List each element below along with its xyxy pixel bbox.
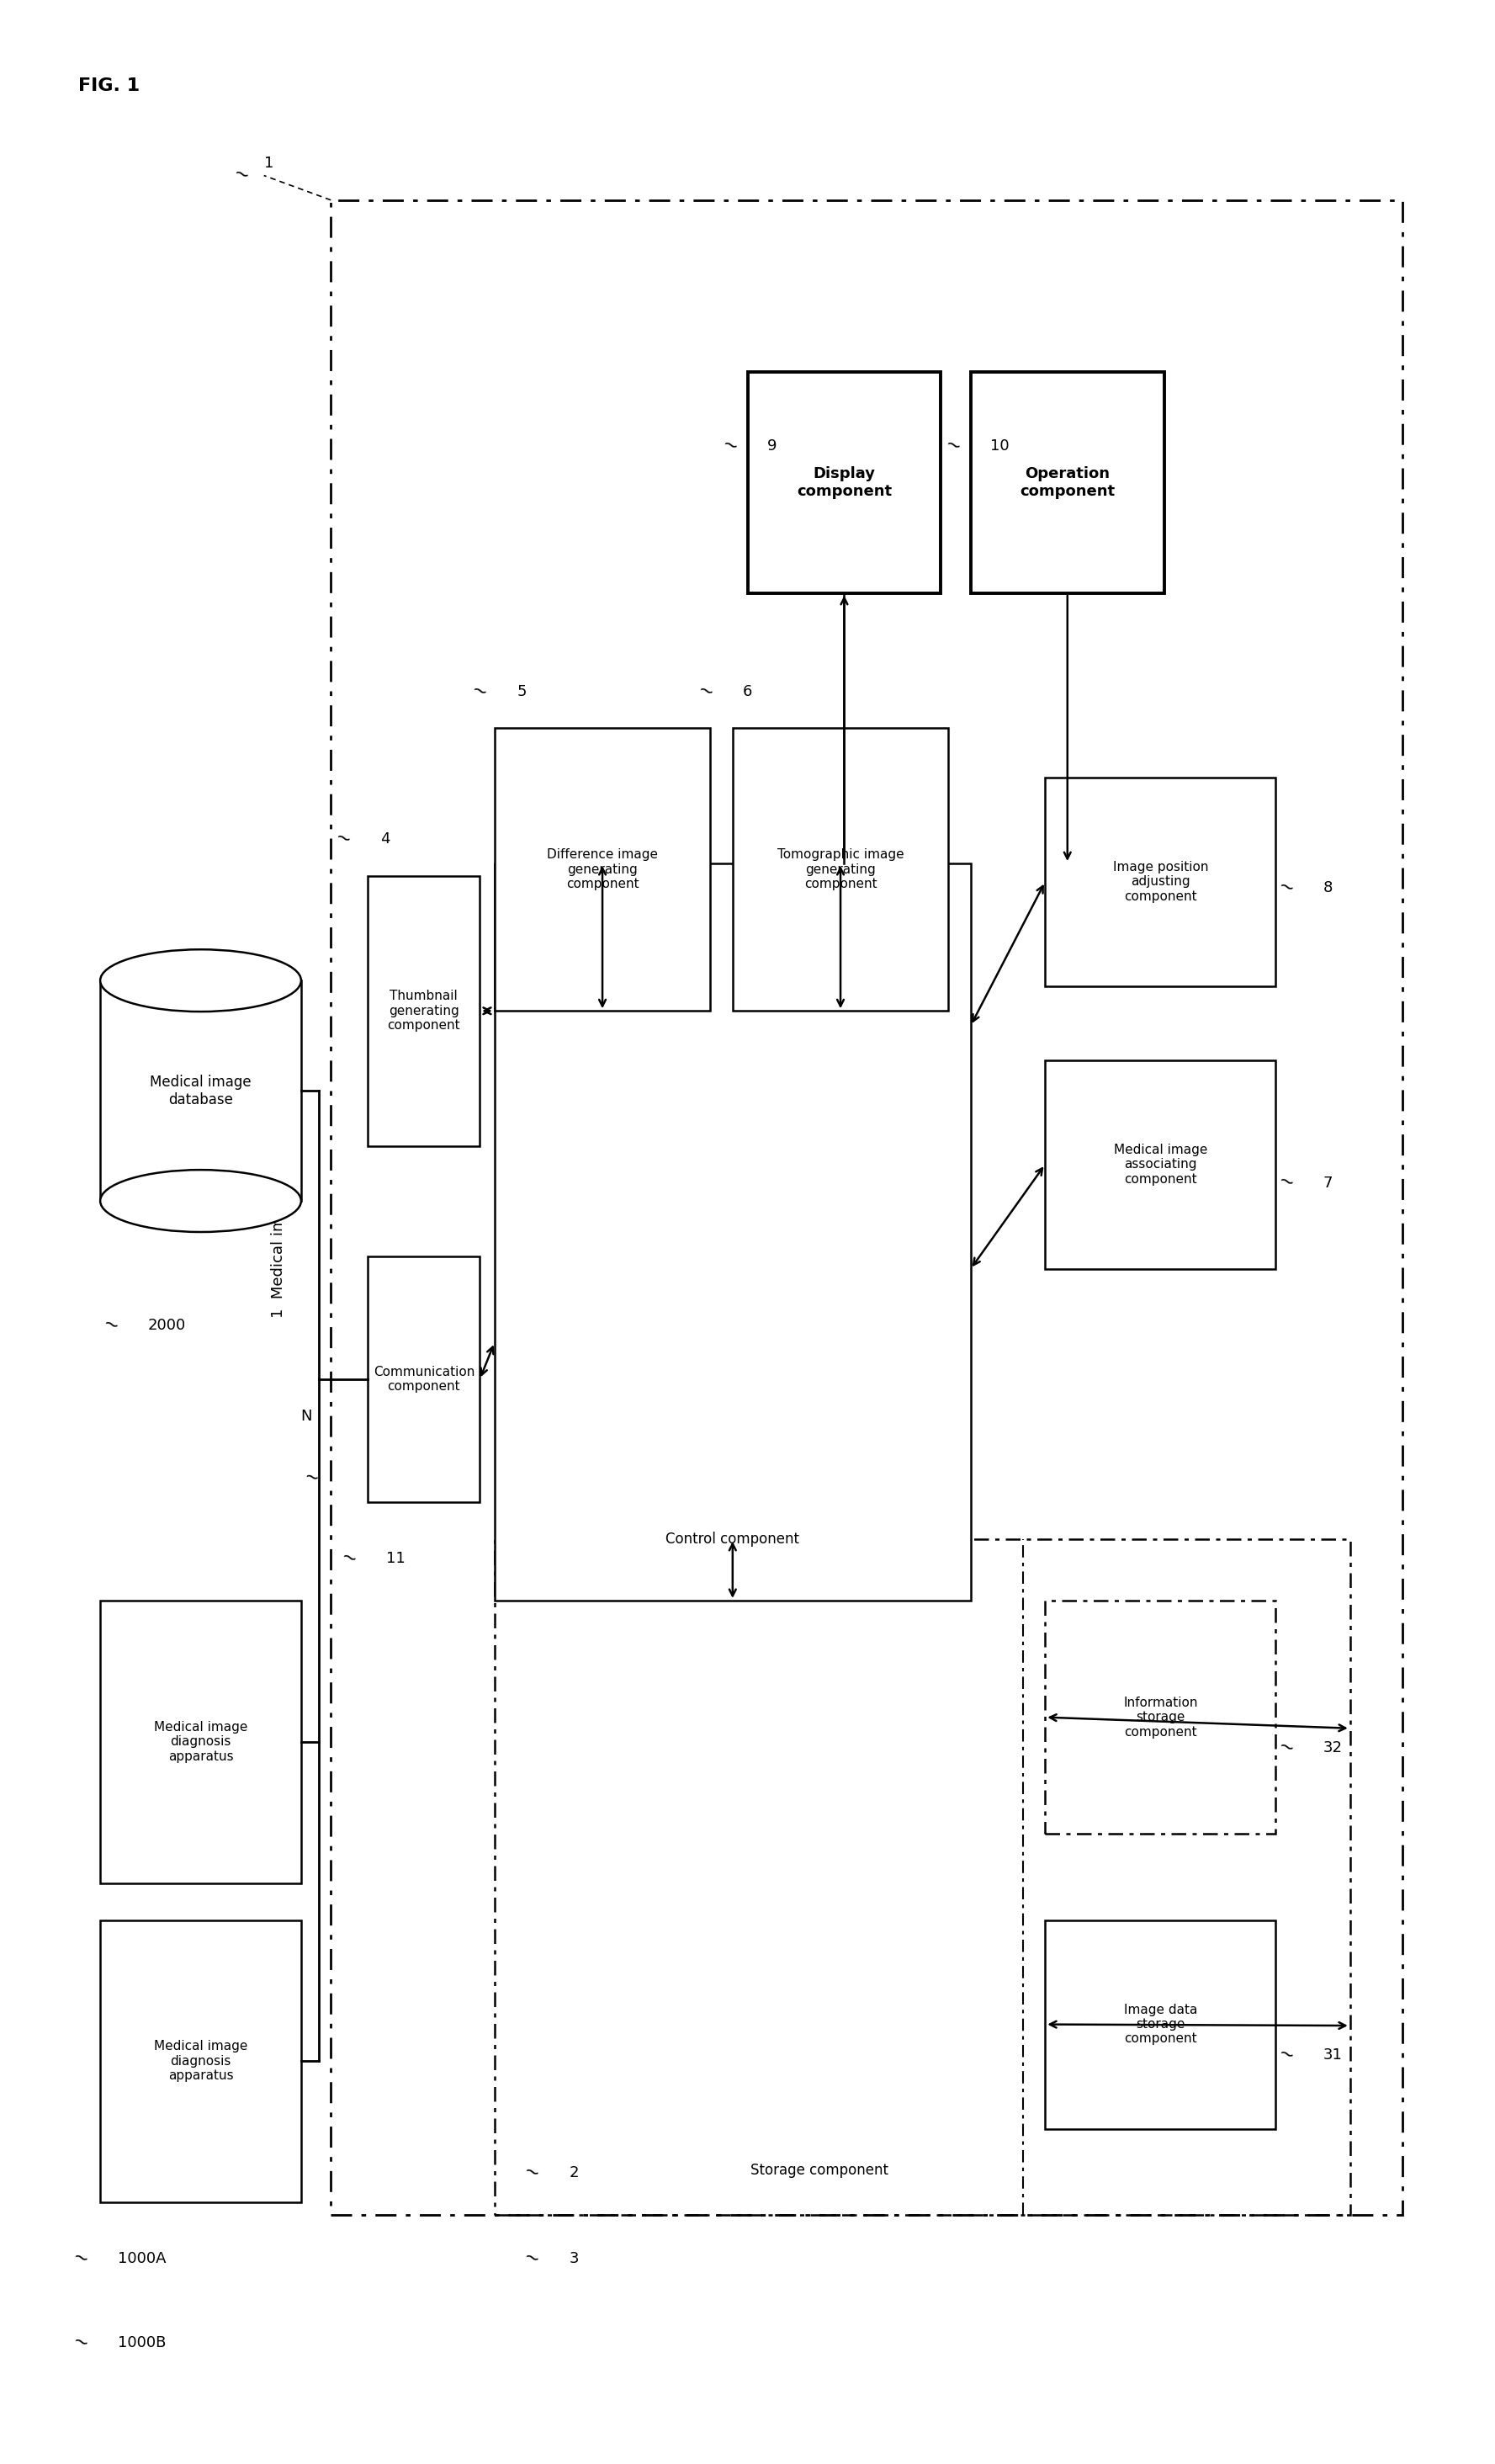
Text: Control component: Control component (665, 1530, 800, 1547)
Text: 3: 3 (570, 2252, 579, 2267)
Bar (1045, 1919, 1275, 2129)
Bar (100, 981, 300, 1200)
Text: ∼: ∼ (332, 828, 353, 850)
Bar (1045, 779, 1275, 986)
Text: ∼: ∼ (522, 2250, 543, 2269)
Text: 5: 5 (517, 685, 526, 700)
Text: Communication
component: Communication component (374, 1365, 474, 1392)
Bar (733, 729, 948, 1010)
Bar (1045, 1060, 1275, 1269)
Ellipse shape (100, 1170, 300, 1232)
Text: ∼: ∼ (338, 1547, 359, 1570)
Text: Thumbnail
generating
component: Thumbnail generating component (387, 991, 460, 1032)
Text: 11: 11 (386, 1552, 405, 1567)
Text: Medical image
diagnosis
apparatus: Medical image diagnosis apparatus (154, 1720, 248, 1762)
Text: 1  Medical image display apparatus: 1 Medical image display apparatus (271, 1047, 287, 1318)
Text: ∼: ∼ (70, 2331, 91, 2353)
Text: ∼: ∼ (695, 680, 716, 702)
Text: 2: 2 (570, 2166, 579, 2181)
Text: 10: 10 (990, 439, 1009, 453)
Text: 7: 7 (1323, 1175, 1334, 1190)
Text: FIG. 1: FIG. 1 (78, 76, 139, 94)
Text: 8: 8 (1323, 880, 1334, 894)
Text: N: N (300, 1409, 311, 1424)
Text: ∼: ∼ (522, 2163, 543, 2183)
Text: ∼: ∼ (70, 2250, 91, 2269)
Text: Tomographic image
generating
component: Tomographic image generating component (777, 848, 904, 890)
Bar (970, 372, 1165, 594)
Text: 2000: 2000 (148, 1318, 185, 1333)
Text: ∼: ∼ (1275, 1173, 1296, 1193)
Bar (495, 1540, 1350, 2215)
Text: ∼: ∼ (1275, 877, 1296, 899)
Text: 1: 1 (265, 155, 274, 170)
Text: Display
component: Display component (797, 466, 893, 498)
Text: ∼: ∼ (1275, 1737, 1296, 1759)
Text: ∼: ∼ (1275, 2045, 1296, 2065)
Text: Storage component: Storage component (750, 2163, 888, 2178)
Bar (368, 875, 480, 1146)
Bar (100, 1602, 300, 1882)
Text: 32: 32 (1323, 1740, 1343, 1754)
Text: ∼: ∼ (943, 436, 963, 456)
Text: Image position
adjusting
component: Image position adjusting component (1112, 860, 1208, 902)
Bar (368, 1257, 480, 1503)
Text: ∼: ∼ (469, 680, 490, 702)
Text: 4: 4 (380, 830, 390, 848)
Text: 6: 6 (743, 685, 752, 700)
Text: 31: 31 (1323, 2048, 1343, 2062)
Text: ∼: ∼ (302, 1469, 321, 1488)
Bar (100, 1919, 300, 2203)
Text: 9: 9 (767, 439, 776, 453)
Bar (330, 200, 1402, 2215)
Text: Information
storage
component: Information storage component (1123, 1695, 1197, 1737)
Text: Difference image
generating
component: Difference image generating component (547, 848, 658, 890)
Text: ∼: ∼ (719, 436, 740, 456)
Ellipse shape (100, 949, 300, 1013)
Bar (748, 372, 940, 594)
Text: 1000B: 1000B (118, 2336, 166, 2351)
Text: Operation
component: Operation component (1020, 466, 1115, 498)
Text: Medical image
diagnosis
apparatus: Medical image diagnosis apparatus (154, 2040, 248, 2082)
Text: Image data
storage
component: Image data storage component (1124, 2003, 1197, 2045)
Bar (1045, 1602, 1275, 1833)
Bar (495, 862, 970, 1602)
Text: Medical image
associating
component: Medical image associating component (1114, 1143, 1208, 1185)
Bar (495, 729, 710, 1010)
Text: ∼: ∼ (100, 1316, 121, 1335)
Text: ∼: ∼ (232, 165, 251, 187)
Text: 1000A: 1000A (118, 2252, 166, 2267)
Text: Medical image
database: Medical image database (150, 1074, 251, 1106)
